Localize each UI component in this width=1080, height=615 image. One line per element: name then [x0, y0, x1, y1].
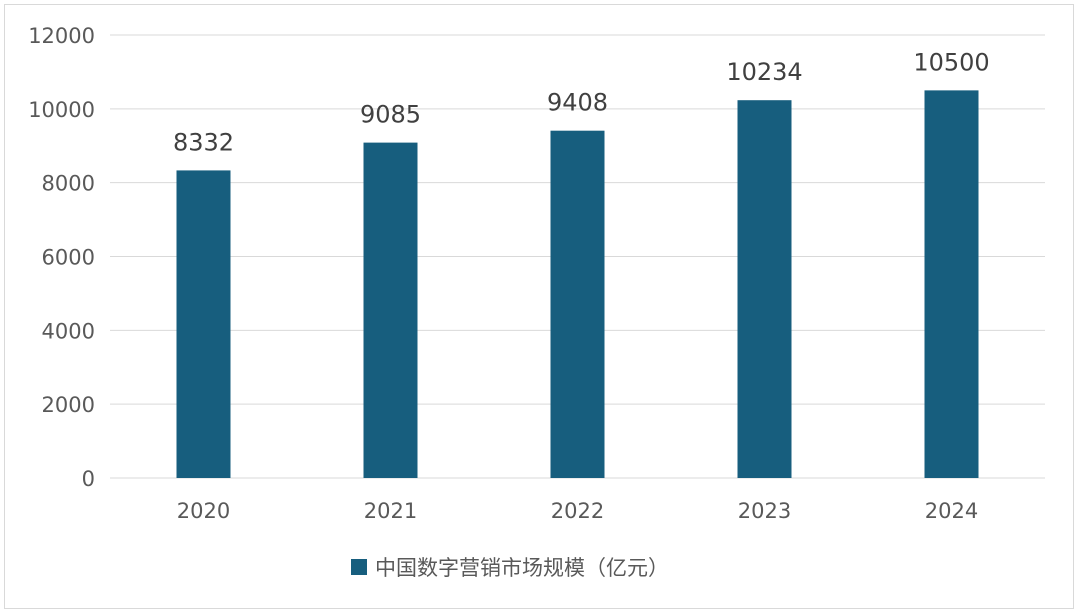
data-labels: 8332 9085 9408 10234 10500	[173, 48, 990, 156]
x-tick-label-2022: 2022	[551, 499, 604, 523]
x-tick-label-2024: 2024	[925, 499, 978, 523]
data-label-2024: 10500	[913, 48, 989, 76]
bar-2024	[924, 90, 979, 478]
x-axis-ticks: 2020 2021 2022 2023 2024	[177, 499, 978, 523]
data-label-2020: 8332	[173, 128, 234, 156]
bar-2020	[176, 170, 231, 478]
data-label-2023: 10234	[726, 58, 802, 86]
y-axis-ticks: 0 2000 4000 6000 8000 10000 12000	[28, 24, 95, 491]
data-label-2021: 9085	[360, 101, 421, 129]
y-tick-label: 8000	[42, 172, 95, 196]
bar-2022	[550, 130, 605, 479]
legend-label: 中国数字营销市场规模（亿元）	[375, 556, 669, 580]
y-tick-label: 12000	[28, 24, 95, 48]
bar-2021	[363, 142, 418, 479]
bars	[176, 90, 979, 479]
y-tick-label: 0	[82, 467, 95, 491]
legend: 中国数字营销市场规模（亿元）	[351, 556, 669, 580]
y-tick-label: 6000	[42, 246, 95, 270]
y-tick-label: 10000	[28, 98, 95, 122]
y-tick-label: 4000	[42, 319, 95, 343]
y-tick-label: 2000	[42, 393, 95, 417]
x-tick-label-2021: 2021	[364, 499, 417, 523]
legend-swatch	[351, 559, 367, 575]
bar-2023	[737, 100, 792, 479]
x-tick-label-2023: 2023	[738, 499, 791, 523]
data-label-2022: 9408	[547, 89, 608, 117]
x-tick-label-2020: 2020	[177, 499, 230, 523]
